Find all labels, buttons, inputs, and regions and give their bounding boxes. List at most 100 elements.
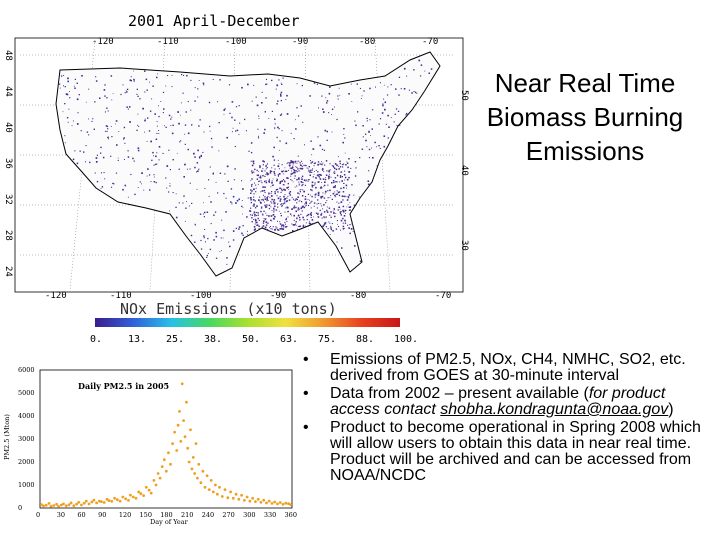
emission-point (252, 199, 255, 201)
emission-point (325, 177, 326, 178)
chart-point (118, 499, 122, 503)
pm25-chart: Daily PM2.5 in 2005 Day of Year PM2.5 (M… (0, 360, 300, 530)
emission-point (64, 103, 66, 105)
emission-point (280, 93, 282, 95)
emission-point (273, 211, 275, 213)
emission-point (299, 162, 301, 164)
emission-point (86, 131, 89, 133)
emission-point (277, 203, 279, 204)
emission-point (310, 207, 312, 209)
emission-point (184, 163, 186, 166)
emission-point (250, 210, 252, 212)
emission-point (215, 235, 218, 238)
emission-point (264, 196, 266, 198)
emission-point (194, 87, 196, 89)
emission-point (307, 213, 310, 216)
chart-point (152, 479, 156, 482)
emission-point (299, 189, 301, 191)
emission-point (424, 70, 426, 72)
chart-point (234, 492, 238, 496)
emission-point (264, 204, 266, 207)
emission-point (361, 148, 364, 150)
emission-point (203, 216, 205, 218)
emission-point (405, 114, 407, 116)
emission-point (276, 179, 278, 181)
emission-point (334, 186, 336, 188)
emission-point (323, 171, 325, 173)
lon-label-bottom: -110 (110, 291, 132, 301)
chart-point (193, 472, 197, 475)
emission-point (195, 224, 196, 226)
chart-point (178, 410, 181, 413)
emission-point (290, 179, 292, 181)
emission-point (285, 218, 287, 221)
emission-point (282, 170, 284, 172)
chart-point (124, 497, 127, 501)
emission-point (260, 199, 262, 201)
emission-point (336, 201, 338, 203)
chart-point (156, 472, 160, 475)
emission-point (76, 98, 79, 101)
emission-point (253, 196, 255, 198)
emission-point (129, 79, 132, 81)
emission-point (231, 101, 234, 103)
chart-point (189, 428, 192, 432)
emission-point (110, 126, 112, 127)
emission-point (294, 160, 297, 163)
emission-point (270, 226, 271, 227)
chart-point (102, 501, 106, 504)
emission-point (238, 105, 240, 107)
emission-point (187, 132, 190, 135)
emission-point (344, 209, 346, 212)
lat-label-left: 32 (3, 194, 13, 205)
emission-point (295, 210, 298, 213)
emission-point (270, 219, 272, 221)
emission-point (256, 104, 259, 107)
emission-point (291, 215, 292, 217)
emission-point (308, 170, 310, 172)
emission-point (247, 233, 249, 235)
emission-point (91, 120, 93, 122)
emission-point (235, 227, 237, 230)
emission-point (289, 164, 291, 167)
emission-point (285, 226, 287, 228)
emission-point (123, 159, 125, 160)
emission-point (254, 200, 256, 202)
emission-point (168, 191, 170, 193)
chart-point (75, 502, 78, 506)
emission-point (269, 226, 270, 228)
emission-point (105, 125, 108, 127)
emission-point (265, 221, 268, 224)
emission-point (351, 223, 353, 225)
emission-point (292, 181, 294, 183)
emission-point (290, 175, 292, 177)
emission-point (372, 109, 374, 111)
emission-point (317, 181, 320, 183)
emission-point (149, 189, 151, 191)
emission-point (335, 163, 336, 164)
emission-point (106, 97, 108, 99)
emission-point (241, 205, 243, 207)
emission-point (332, 186, 335, 188)
emission-point (363, 90, 365, 92)
lon-label-bottom: -120 (45, 291, 67, 301)
contact-email-link[interactable]: shobha.kondragunta@noaa.gov (440, 401, 669, 418)
emission-point (251, 178, 253, 180)
emission-point (196, 162, 199, 164)
emission-point (224, 173, 226, 175)
bullet-2-italic: for product access contact (330, 385, 666, 418)
emission-point (232, 195, 235, 198)
emission-point (232, 239, 235, 241)
emission-point (284, 198, 286, 200)
emission-point (315, 186, 317, 189)
emission-point (368, 130, 370, 133)
emission-point (180, 140, 182, 142)
emission-point (277, 100, 279, 102)
emission-point (430, 68, 433, 70)
emission-point (115, 120, 118, 122)
emission-point (272, 228, 273, 230)
emission-point (424, 90, 426, 92)
emission-point (325, 160, 328, 162)
emission-point (283, 179, 285, 181)
emission-point (267, 222, 269, 224)
